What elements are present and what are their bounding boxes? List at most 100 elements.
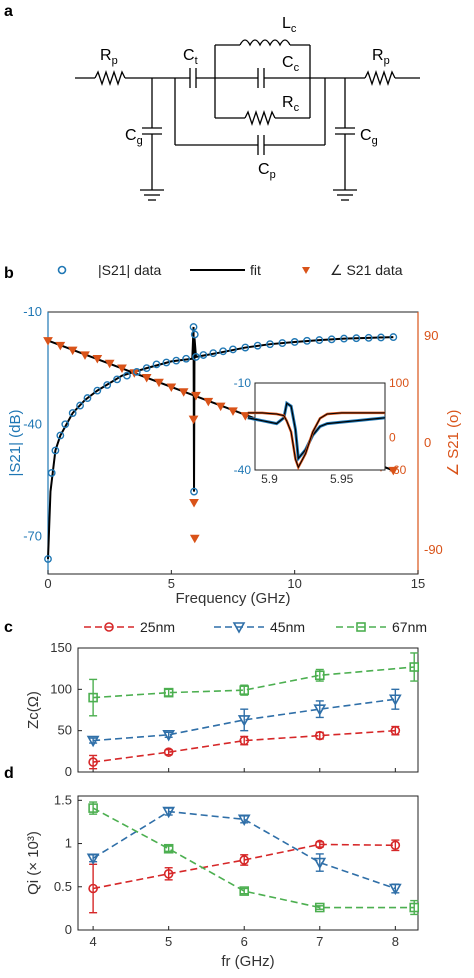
magnitude-point [266,340,274,349]
phase-point [191,391,201,401]
point-67nm [314,902,325,913]
series-line-67nm [92,807,415,909]
legend-phase-marker [302,267,310,274]
x-tick-label: 5 [168,576,175,591]
phase-point [92,354,103,364]
magnitude-point [190,330,199,339]
point-45nm [237,814,251,826]
point-67nm [409,662,420,672]
magnitude-point [189,323,198,331]
y-left-tick-label: -40 [23,416,42,431]
fit-magnitude-line [47,326,394,560]
point-67nm [239,886,250,896]
point-25nm [390,725,401,736]
label-rp-right: Rp [372,47,390,67]
point-25nm [239,735,250,746]
series-line-25nm [93,729,396,763]
circuit-labels: Rp Ct Lc Cc Rc Rp Cg Cg Cp [100,15,390,181]
legend-marker-67nm [356,622,366,632]
x-tick-label: 6 [241,934,248,949]
x-tick-label: 4 [89,934,96,949]
magnitude-point [352,334,361,343]
inset-y-right-tick-label: 0 [389,430,396,444]
x-axis-title: Frequency (GHz) [175,590,290,607]
phase-point [189,534,200,544]
point-45nm [313,704,327,716]
magnitude-point [132,367,141,376]
point-25nm [88,883,98,894]
panel-d-label: d [4,765,14,782]
y-left-axis-title: |S21| (dB) [7,410,24,477]
magnitude-point [241,343,250,352]
magnitude-point [83,394,92,402]
legend-label-25nm: 25nm [140,619,175,635]
y-right-tick-label: 0 [424,435,431,450]
phase-point [203,397,214,407]
label-cp: Cp [258,161,276,181]
magnitude-point [290,338,299,346]
phase-point [240,412,251,421]
phase-point [55,341,66,351]
y-left-tick-label: -10 [23,304,42,319]
phase-point [178,388,189,397]
chart-c: 0 50 100 150 Zc(Ω) 25nm 45nm 67nm [25,619,427,779]
point-67nm [88,692,98,703]
point-45nm [162,806,176,819]
legend-marker-45nm [232,622,246,634]
resistor-rp-left [94,69,126,87]
inset-y-left-tick-label: -40 [234,463,252,477]
inset-fit-phase-line [247,412,385,469]
point-45nm [86,735,100,748]
series-line-67nm [93,666,415,699]
legend-label-45nm: 45nm [270,619,305,635]
point-25nm [88,757,98,767]
magnitude-point [56,431,65,440]
resistor-rc [244,109,276,127]
magnitude-point [209,349,218,358]
magnitude-point [364,333,373,342]
magnitude-point [123,371,131,380]
inset-y-right-tick-label: 100 [389,376,409,390]
label-cg-left: Cg [125,127,143,147]
magnitude-point [152,360,161,369]
label-lc: Lc [282,15,297,35]
point-45nm [388,883,402,896]
plot-frame [77,795,419,931]
label-ct: Ct [183,47,198,67]
legend-fit-label: fit [250,262,261,278]
label-rc: Rc [282,94,300,114]
label-rp-left: Rp [100,47,118,67]
legend-magnitude-marker [57,265,67,275]
magnitude-point [68,409,77,417]
magnitude-point [199,351,208,359]
phase-point [166,383,177,393]
phase-point [215,402,226,412]
magnitude-point [389,333,398,341]
x-tick-label: 7 [316,934,323,949]
point-67nm [239,685,250,695]
y-tick-label: 150 [50,640,72,655]
inset-y-right-tick-label: -60 [389,463,407,477]
magnitude-point [44,555,52,563]
magnitude-point [377,333,385,342]
chart-d: 0 0.5 1 1.5 4 5 6 7 8 fr (GHz) Qi (× 10³) [25,792,420,970]
point-25nm [239,855,250,865]
point-67nm [314,670,325,681]
magnitude-point [182,354,191,363]
phase-point [388,466,399,476]
magnitude-point [219,347,228,356]
point-45nm [313,857,327,870]
phase-point [104,359,115,369]
phase-point [188,415,199,425]
magnitude-point [76,401,84,410]
label-cc: Cc [282,54,300,74]
point-25nm [163,869,174,879]
panel-c-label: c [4,619,13,636]
point-25nm [163,747,174,757]
plot-frame [77,647,419,773]
inset-y-left-tick-label: -10 [234,376,252,390]
inset-x-tick-label: 5.95 [330,472,354,486]
magnitude-point [142,364,151,373]
legend-label-67nm: 67nm [392,619,427,635]
phase-point [117,364,127,373]
